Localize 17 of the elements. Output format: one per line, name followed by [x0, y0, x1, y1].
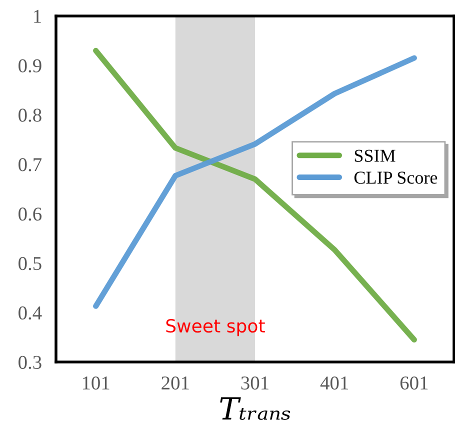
y-tick-label: 0.7	[18, 158, 42, 172]
x-tick-label: 401	[320, 376, 348, 390]
x-tick-label: 101	[82, 376, 110, 390]
y-tick-label: 0.6	[18, 208, 42, 221]
y-tick-label: 0.4	[18, 306, 42, 320]
legend-label: SSIM	[354, 150, 396, 162]
x-axis-title: Tₜᵣₐₙₛ	[220, 397, 290, 420]
y-tick-label: 0.3	[18, 356, 42, 370]
y-tick-label: 0.8	[18, 108, 42, 122]
y-tick-label: 0.5	[18, 256, 42, 270]
annotation: Sweet spot	[166, 318, 265, 336]
legend-label: CLIP Score	[354, 172, 438, 184]
x-tick-label: 301	[241, 376, 268, 390]
x-tick-label: 201	[162, 376, 189, 390]
x-tick-label: 601	[400, 376, 428, 390]
y-tick-label: 1	[34, 10, 41, 23]
y-tick-label: 0.9	[18, 59, 42, 72]
